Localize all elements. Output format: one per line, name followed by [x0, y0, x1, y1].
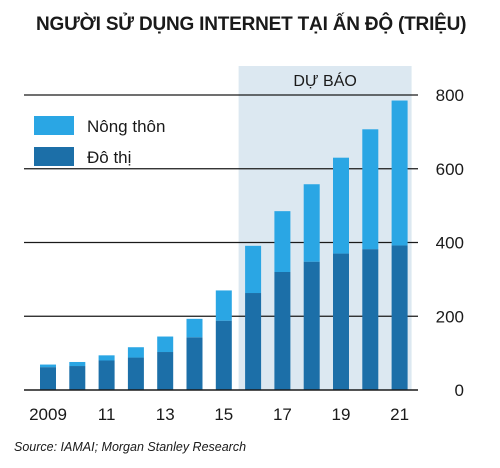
bar-segment — [362, 249, 379, 390]
chart-title: NGƯỜI SỬ DỤNG INTERNET TẠI ẤN ĐỘ (TRIỆU) — [36, 14, 467, 35]
bar-segment — [98, 360, 115, 390]
bar-segment — [157, 336, 174, 353]
legend-label: Đô thị — [87, 148, 131, 167]
x-tick-label: 19 — [332, 405, 351, 424]
bar-segment — [215, 320, 232, 390]
bar-segment — [127, 357, 144, 390]
legend-swatch — [34, 147, 74, 166]
bar-segment — [391, 245, 408, 390]
bar-segment — [245, 245, 262, 294]
bar-segment — [157, 352, 174, 390]
bar-segment — [40, 367, 56, 390]
x-tick-label: 13 — [156, 405, 175, 424]
bar-segment — [186, 318, 203, 338]
y-tick-label: 200 — [436, 307, 464, 326]
bar-segment — [69, 361, 86, 367]
bar-segment — [333, 157, 349, 254]
bar-segment — [333, 253, 349, 390]
bar-segment — [127, 347, 144, 358]
source-note: Source: IAMAI; Morgan Stanley Research — [14, 440, 247, 454]
x-tick-label: 17 — [273, 405, 292, 424]
legend-swatch — [34, 116, 74, 135]
bar-segment — [274, 211, 291, 272]
bar-segment — [215, 290, 232, 321]
bar-segment — [391, 100, 408, 246]
bar-segment — [98, 355, 115, 361]
x-tick-label: 11 — [98, 405, 116, 424]
y-tick-label: 0 — [455, 381, 464, 400]
y-tick-label: 800 — [436, 86, 464, 105]
x-tick-label: 21 — [390, 405, 409, 424]
x-tick-label: 2009 — [29, 405, 67, 424]
bar-segment — [69, 366, 86, 390]
bar-segment — [303, 261, 320, 390]
bar-segment — [274, 272, 291, 390]
x-tick-label: 15 — [214, 405, 233, 424]
bar-segment — [40, 364, 56, 368]
legend-label: Nông thôn — [87, 117, 165, 136]
bar-segment — [245, 293, 262, 390]
y-tick-label: 400 — [436, 234, 464, 253]
forecast-region — [238, 66, 412, 390]
bar-segment — [186, 337, 203, 390]
forecast-label: DỰ BÁO — [293, 71, 356, 90]
bar-segment — [362, 129, 379, 250]
bar-segment — [303, 184, 320, 262]
y-tick-label: 600 — [436, 160, 464, 179]
